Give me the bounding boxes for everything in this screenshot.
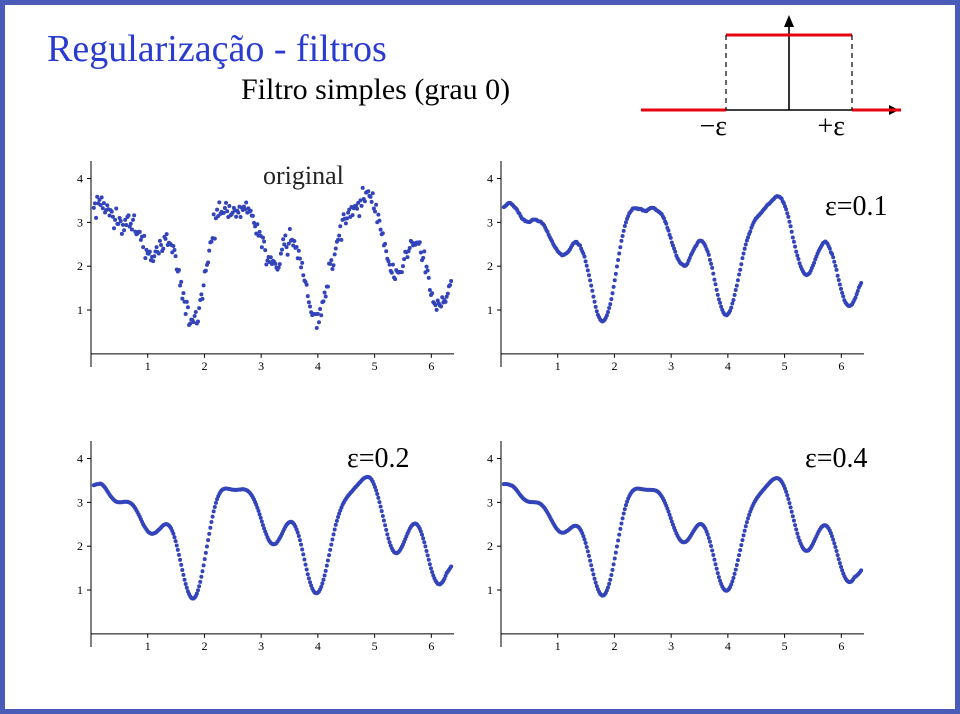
chart-p-eps02: 1 2 3 4 5 6 1 2 3 4 [65, 435, 460, 669]
svg-text:3: 3 [77, 495, 83, 509]
svg-text:4: 4 [725, 639, 731, 653]
chart-p-eps04: 1 2 3 4 5 6 1 2 3 4 [475, 435, 870, 669]
svg-text:5: 5 [782, 359, 788, 373]
svg-text:1: 1 [487, 303, 493, 317]
svg-text:2: 2 [487, 539, 493, 553]
svg-text:3: 3 [668, 639, 674, 653]
svg-text:2: 2 [77, 259, 83, 273]
svg-text:3: 3 [487, 215, 493, 229]
svg-text:5: 5 [372, 359, 378, 373]
svg-text:4: 4 [77, 452, 83, 466]
svg-text:6: 6 [428, 359, 434, 373]
svg-text:3: 3 [258, 359, 264, 373]
svg-text:3: 3 [77, 215, 83, 229]
svg-text:3: 3 [668, 359, 674, 373]
svg-text:2: 2 [201, 639, 207, 653]
svg-text:3: 3 [487, 495, 493, 509]
svg-text:1: 1 [77, 303, 83, 317]
filter-neg-eps-label: −ε [699, 111, 727, 143]
svg-text:4: 4 [487, 452, 493, 466]
svg-text:1: 1 [555, 359, 561, 373]
svg-text:1: 1 [145, 639, 151, 653]
svg-text:5: 5 [782, 639, 788, 653]
filter-diagram [641, 15, 901, 135]
chart-p-original: 1 2 3 4 5 6 1 2 3 4 [65, 155, 460, 389]
svg-text:4: 4 [77, 172, 83, 186]
svg-text:6: 6 [838, 359, 844, 373]
slide-title: Regularização - filtros [47, 27, 387, 71]
filter-pos-eps-label: +ε [817, 111, 845, 143]
svg-text:6: 6 [838, 639, 844, 653]
svg-text:2: 2 [611, 359, 617, 373]
svg-text:4: 4 [315, 639, 321, 653]
chart-p-eps01: 1 2 3 4 5 6 1 2 3 4 [475, 155, 870, 389]
svg-text:1: 1 [145, 359, 151, 373]
svg-text:2: 2 [201, 359, 207, 373]
svg-text:1: 1 [487, 583, 493, 597]
slide-subtitle: Filtro simples (grau 0) [241, 73, 510, 107]
svg-text:3: 3 [258, 639, 264, 653]
svg-text:4: 4 [315, 359, 321, 373]
svg-text:1: 1 [77, 583, 83, 597]
svg-text:5: 5 [372, 639, 378, 653]
svg-text:2: 2 [487, 259, 493, 273]
svg-text:6: 6 [428, 639, 434, 653]
svg-text:2: 2 [77, 539, 83, 553]
svg-text:4: 4 [487, 172, 493, 186]
svg-text:1: 1 [555, 639, 561, 653]
svg-text:4: 4 [725, 359, 731, 373]
svg-text:2: 2 [611, 639, 617, 653]
